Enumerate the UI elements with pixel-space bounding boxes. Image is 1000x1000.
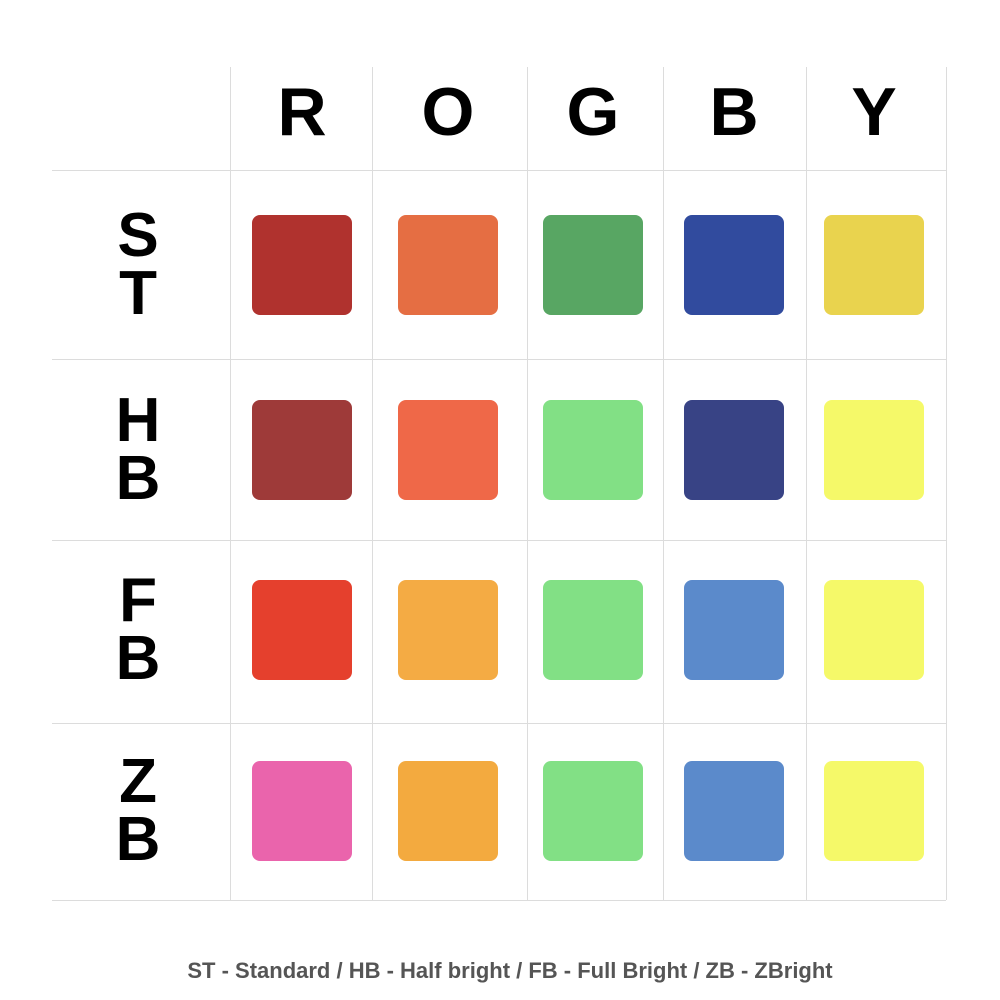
color-swatch — [252, 215, 352, 315]
grid-line — [946, 67, 947, 900]
grid-line — [663, 67, 664, 900]
grid-line — [52, 540, 946, 541]
color-swatch — [252, 761, 352, 861]
row-label: HB — [115, 386, 161, 513]
color-swatch — [252, 580, 352, 680]
grid-line — [52, 170, 946, 171]
grid-line — [806, 67, 807, 900]
column-header: B — [709, 74, 759, 150]
grid-line — [52, 723, 946, 724]
color-swatch — [824, 215, 924, 315]
column-header: G — [566, 74, 620, 150]
color-swatch — [398, 580, 498, 680]
legend-text: ST - Standard / HB - Half bright / FB - … — [187, 958, 833, 983]
color-swatch — [543, 580, 643, 680]
color-swatch — [684, 215, 784, 315]
grid-line — [527, 67, 528, 900]
color-swatch — [398, 215, 498, 315]
row-label: FB — [115, 566, 161, 693]
grid-line — [372, 67, 373, 900]
color-swatch — [684, 580, 784, 680]
grid-line — [230, 67, 231, 900]
color-swatch — [824, 761, 924, 861]
color-swatch — [543, 215, 643, 315]
row-label: ST — [117, 201, 159, 328]
color-swatch — [398, 400, 498, 500]
column-header: R — [277, 74, 327, 150]
column-header: O — [421, 74, 475, 150]
color-swatch — [824, 580, 924, 680]
grid-line — [52, 900, 946, 901]
row-label: ZB — [115, 747, 161, 874]
color-swatch — [398, 761, 498, 861]
grid-line — [52, 359, 946, 360]
color-swatch — [543, 400, 643, 500]
color-swatch — [684, 761, 784, 861]
color-swatch — [543, 761, 643, 861]
column-header: Y — [851, 74, 897, 150]
color-swatch — [252, 400, 352, 500]
color-swatch — [824, 400, 924, 500]
color-swatch — [684, 400, 784, 500]
